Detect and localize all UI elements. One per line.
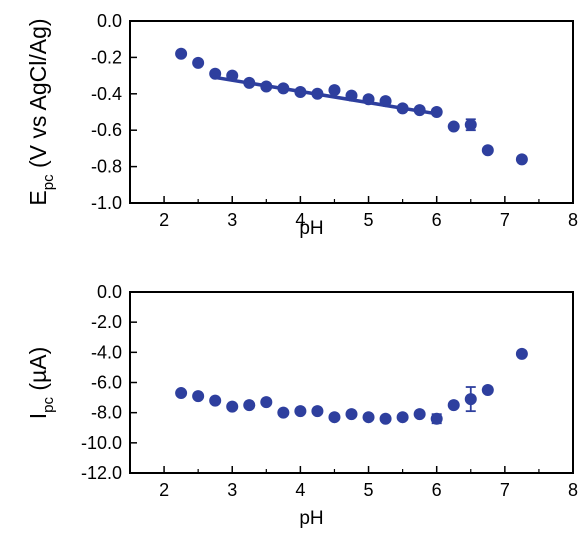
y-tick-label: -2.0 bbox=[91, 312, 122, 332]
x-tick-label: 2 bbox=[159, 210, 169, 230]
y-tick-label: -4.0 bbox=[91, 342, 122, 362]
y-tick-label: 0.0 bbox=[97, 282, 122, 302]
y-tick-label: -10.0 bbox=[81, 433, 122, 453]
data-point bbox=[294, 85, 307, 98]
y-tick-label: -0.2 bbox=[91, 47, 122, 67]
data-point bbox=[192, 56, 205, 69]
data-point bbox=[175, 47, 188, 60]
x-tick-label: 5 bbox=[364, 210, 374, 230]
data-point bbox=[294, 405, 307, 418]
y-tick-label: -0.4 bbox=[91, 84, 122, 104]
y-axis-title-unit: (V vs AgCl/Ag) bbox=[25, 18, 51, 174]
x-tick-label: 4 bbox=[295, 480, 305, 500]
x-tick-label: 5 bbox=[364, 480, 374, 500]
data-point bbox=[362, 411, 375, 424]
data-point bbox=[277, 406, 290, 419]
y-tick-label: -12.0 bbox=[81, 463, 122, 483]
data-point bbox=[192, 390, 205, 403]
y-tick-label: -1.0 bbox=[91, 193, 122, 213]
y-axis-title-main: I bbox=[25, 413, 51, 419]
data-point bbox=[464, 393, 477, 406]
data-point bbox=[345, 89, 358, 102]
data-point bbox=[430, 106, 443, 118]
data-point bbox=[515, 153, 528, 166]
data-point bbox=[243, 399, 256, 412]
data-point bbox=[396, 411, 409, 424]
data-point bbox=[447, 399, 460, 412]
data-point bbox=[260, 80, 273, 93]
data-point bbox=[328, 84, 341, 97]
x-tick-label: 8 bbox=[568, 480, 578, 500]
data-point bbox=[209, 67, 222, 80]
data-point bbox=[430, 412, 443, 425]
current-chart-panel: 2 3 4 5 6 7 8 0.0 -2.0 -4.0 -6.0 -8.0 -10.0 -12.0 pH Ip… bbox=[25, 282, 578, 529]
x-tick-label: 6 bbox=[432, 210, 442, 230]
x-tick-label: 7 bbox=[500, 210, 510, 230]
data-point bbox=[311, 405, 324, 418]
x-tick-label: 3 bbox=[227, 480, 237, 500]
data-point bbox=[379, 412, 392, 425]
data-point bbox=[226, 69, 239, 82]
y-axis-title: Ipc (µA) bbox=[25, 347, 57, 420]
data-point bbox=[328, 411, 341, 424]
data-point bbox=[243, 76, 256, 89]
y-tick-label: 0.0 bbox=[97, 11, 122, 31]
data-point bbox=[209, 394, 222, 407]
y-tick-label: -0.6 bbox=[91, 120, 122, 140]
data-point bbox=[481, 384, 494, 397]
data-point bbox=[379, 95, 392, 108]
x-tick-label: 7 bbox=[500, 480, 510, 500]
y-tick-label: -0.8 bbox=[91, 157, 122, 177]
y-tick-label: -8.0 bbox=[91, 403, 122, 423]
y-tick-label: -6.0 bbox=[91, 373, 122, 393]
y-axis-title: Epc (V vs AgCl/Ag) bbox=[25, 18, 57, 205]
potential-chart-panel: 2 3 4 5 6 7 8 0.0 -0.2 -0.4 -0.6 -0.8 -1.0 pH Epc (V v… bbox=[25, 11, 578, 239]
x-tick-label: 8 bbox=[568, 210, 578, 230]
data-point bbox=[413, 408, 426, 421]
data-point bbox=[447, 120, 460, 133]
data-point bbox=[277, 82, 290, 95]
data-point bbox=[175, 387, 188, 400]
x-tick-label: 4 bbox=[295, 210, 305, 230]
x-tick-label: 6 bbox=[432, 480, 442, 500]
data-point bbox=[413, 104, 426, 117]
y-axis-title-main: E bbox=[25, 190, 51, 205]
data-point bbox=[515, 347, 528, 360]
data-point bbox=[260, 396, 273, 409]
data-point bbox=[226, 400, 239, 413]
data-point bbox=[362, 93, 375, 106]
y-axis-title-subscript: pc bbox=[40, 174, 57, 190]
y-axis-title-subscript: pc bbox=[40, 397, 57, 413]
x-axis-title: pH bbox=[299, 508, 323, 529]
x-tick-label: 3 bbox=[227, 210, 237, 230]
x-axis-title: pH bbox=[299, 218, 323, 239]
plot-frame bbox=[129, 20, 574, 204]
y-axis-title-unit: (µA) bbox=[25, 347, 51, 397]
data-point bbox=[396, 102, 409, 115]
x-tick-label: 2 bbox=[159, 480, 169, 500]
data-point bbox=[311, 87, 324, 100]
data-point bbox=[481, 144, 494, 157]
plot-frame bbox=[129, 291, 574, 474]
data-point bbox=[464, 118, 477, 131]
data-point bbox=[345, 408, 358, 421]
